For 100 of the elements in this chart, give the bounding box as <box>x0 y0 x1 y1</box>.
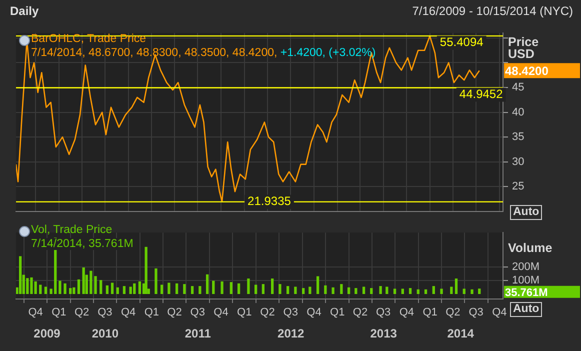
annotation: +1.4200, (+3.02%) <box>279 47 376 59</box>
bar <box>58 280 62 294</box>
bar <box>133 283 136 294</box>
x-tick-label: Q1 <box>52 306 66 319</box>
bar <box>370 288 373 294</box>
bar <box>198 286 202 294</box>
bar <box>190 286 194 294</box>
x-tick-label: Q4 <box>120 306 136 319</box>
bar <box>175 283 178 294</box>
bar <box>220 281 224 294</box>
bar <box>362 286 366 294</box>
bar <box>168 282 170 294</box>
bar <box>254 284 258 294</box>
bar <box>271 278 274 294</box>
bar <box>206 274 209 294</box>
text: 35.761M <box>505 286 548 299</box>
bar <box>416 289 420 294</box>
annotation: BarOHLC, Trade Price <box>31 33 146 45</box>
x2-tick-label: 2012 <box>278 326 305 341</box>
x-tick-label: Q4 <box>28 306 43 319</box>
bar <box>39 284 42 294</box>
bar <box>77 279 80 294</box>
text: Auto <box>510 302 542 317</box>
bar <box>286 286 290 294</box>
bar <box>106 285 109 294</box>
x-tick-label: Q3 <box>376 306 391 319</box>
x-tick-label: Q1 <box>144 306 160 319</box>
y-axis-title: Volume <box>508 241 554 255</box>
bar <box>324 285 327 294</box>
bar <box>294 286 297 294</box>
y-tick-label: 100M <box>512 274 540 286</box>
bar <box>302 288 305 294</box>
bar <box>470 289 474 294</box>
bar <box>34 281 37 294</box>
bar <box>183 284 186 294</box>
bar <box>18 256 22 294</box>
bar <box>262 284 265 294</box>
bar <box>30 277 33 294</box>
bar <box>44 286 48 294</box>
x2-tick-label: 2009 <box>34 326 61 341</box>
x-tick-label: Q4 <box>399 306 414 319</box>
bar <box>347 287 350 294</box>
y-axis-title: Price USD <box>508 35 540 61</box>
bar <box>340 284 343 294</box>
x2-tick-label: 2011 <box>184 326 212 341</box>
bar <box>116 287 119 294</box>
y-tick-label: 30 <box>512 156 524 168</box>
bar <box>144 246 148 294</box>
bar <box>332 287 334 294</box>
bar <box>100 280 102 294</box>
chart-title: Daily <box>10 4 39 18</box>
bar <box>278 284 282 294</box>
bar <box>129 286 132 294</box>
bar <box>354 288 358 294</box>
x-tick-label: Q2 <box>260 306 275 319</box>
annotation: 7/14/2014, 35.761M <box>31 238 134 250</box>
bar <box>69 288 72 294</box>
ref-line-label: 44.9452 <box>459 87 504 102</box>
x-tick-label: Q3 <box>468 306 484 319</box>
bar <box>462 288 466 294</box>
y-tick-label: 200M <box>512 261 540 274</box>
x-tick-label: Q3 <box>283 306 298 319</box>
bar <box>247 278 250 294</box>
bar <box>393 288 396 294</box>
x-tick-label: Q2 <box>446 306 460 319</box>
x2-tick-label: 2013 <box>370 326 398 341</box>
bar <box>64 283 66 294</box>
bar <box>110 282 114 294</box>
y-tick-label: 40 <box>512 106 524 118</box>
x-tick-label: Q4 <box>492 306 507 319</box>
ref-line-label: 21.9335 <box>248 194 292 208</box>
x-tick-label: Q3 <box>190 306 205 319</box>
bar <box>379 286 382 294</box>
annotation: 7/14/2014, 48.6700, 48.8300, 48.3500, 48.4200, <box>31 47 278 59</box>
bar <box>122 286 126 294</box>
bar <box>26 278 29 294</box>
x-tick-label: Q2 <box>352 306 368 319</box>
bar <box>160 284 164 294</box>
annotation: Vol, Trade Price <box>31 224 112 236</box>
bar <box>237 283 240 294</box>
x-tick-label: Q1 <box>237 306 252 319</box>
bar <box>72 287 76 294</box>
x-tick-label: Q2 <box>167 306 182 319</box>
bar <box>478 288 481 294</box>
x-tick-label: Q4 <box>214 306 228 319</box>
ref-line-label: 55.4094 <box>440 35 484 50</box>
bar <box>316 276 320 294</box>
bar <box>212 280 215 294</box>
text: 48.4200 <box>505 64 549 78</box>
x-tick-label: Q1 <box>422 306 438 319</box>
bar <box>440 288 443 294</box>
x-tick-label: Q2 <box>74 306 90 319</box>
bar <box>138 281 142 294</box>
text: Auto <box>510 205 542 220</box>
bar <box>82 267 85 294</box>
x-tick-label: Q4 <box>306 306 322 319</box>
bar <box>424 289 428 294</box>
bar <box>450 286 453 294</box>
bar <box>432 286 435 294</box>
bar <box>154 268 158 294</box>
